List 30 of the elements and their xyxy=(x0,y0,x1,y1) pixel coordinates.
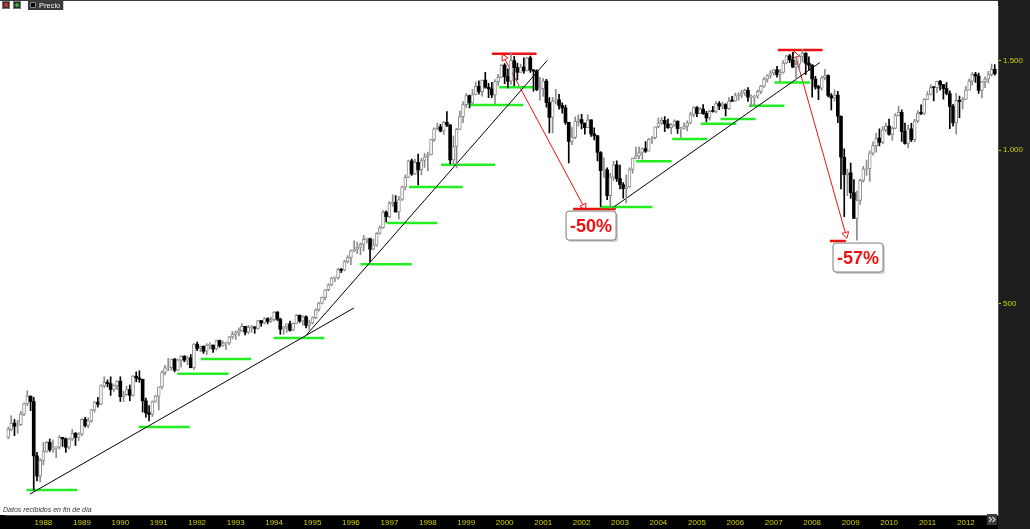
x-tick-label: 2007 xyxy=(764,518,784,527)
x-tick-label: 2003 xyxy=(611,518,630,527)
y-tick-label: 1.000 xyxy=(1003,145,1024,155)
x-tick-label: 2010 xyxy=(880,518,899,527)
x-tick-label: 1991 xyxy=(149,518,169,527)
x-tick-label: 2012 xyxy=(957,518,976,527)
x-tick-label: 2006 xyxy=(726,518,745,527)
x-tick-label: 1999 xyxy=(457,518,476,527)
x-tick-label: 2002 xyxy=(572,518,592,527)
y-tick-label: 1.500 xyxy=(1003,55,1024,65)
x-tick-label: 1995 xyxy=(303,518,322,527)
x-tick-label: 1989 xyxy=(73,518,92,527)
annotation: -50% xyxy=(570,215,613,236)
x-tick-label: 2008 xyxy=(803,518,822,527)
x-tick-label: 1988 xyxy=(34,518,53,527)
x-tick-label: 2000 xyxy=(495,518,515,527)
x-tick-label: 1992 xyxy=(188,518,207,527)
x-tick-label: 1996 xyxy=(342,518,361,527)
x-tick-label: 2011 xyxy=(918,518,937,527)
x-tick-label: 1994 xyxy=(265,518,284,527)
x-tick-label: 2004 xyxy=(649,518,668,527)
x-tick-label: 1990 xyxy=(111,518,130,527)
x-tick-label: 1998 xyxy=(418,518,438,527)
x-tick-label: 2005 xyxy=(688,518,707,527)
x-tick-label: 2009 xyxy=(841,518,861,527)
x-tick-label: 1993 xyxy=(226,518,246,527)
x-tick-label: 2001 xyxy=(534,518,553,527)
y-tick-label: 500 xyxy=(1003,299,1017,309)
annotation: -57% xyxy=(837,247,880,268)
x-tick-label: 1997 xyxy=(380,518,399,527)
